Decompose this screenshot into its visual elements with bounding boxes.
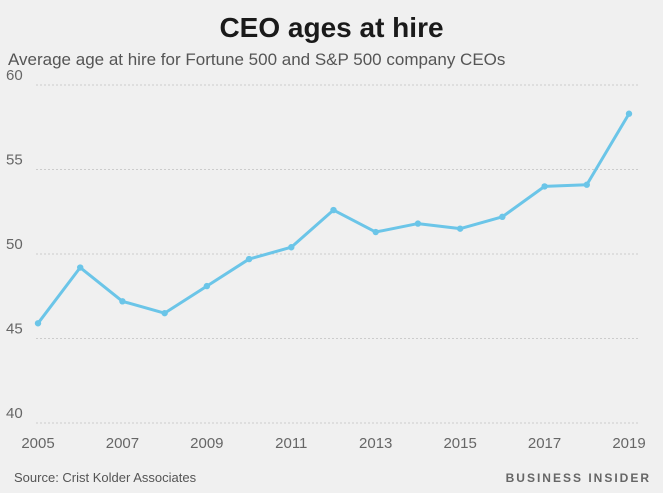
- x-tick-labels: 2005 2007 2009 2011 2013 2015 2017 2019: [21, 435, 645, 452]
- y-tick-label: 45: [6, 321, 23, 338]
- brand-logo: BUSINESS INSIDER: [505, 471, 651, 485]
- chart-subtitle: Average age at hire for Fortune 500 and …: [8, 50, 506, 69]
- data-point: [456, 225, 464, 232]
- data-point: [77, 264, 84, 271]
- data-point: [330, 206, 337, 214]
- series-layer: [34, 110, 633, 327]
- data-point: [245, 255, 253, 263]
- x-tick-label: 2007: [106, 435, 139, 452]
- x-tick-label: 2013: [359, 435, 392, 452]
- data-point: [203, 282, 211, 290]
- x-tick-label: 2005: [21, 435, 54, 452]
- x-tick-label: 2017: [528, 435, 561, 452]
- y-tick-labels: 40 45 50 55 60: [6, 67, 23, 422]
- data-point: [541, 183, 548, 190]
- x-tick-label: 2015: [443, 435, 476, 452]
- y-tick-label: 60: [6, 67, 23, 84]
- y-tick-label: 55: [6, 152, 23, 169]
- series-line: [36, 112, 631, 325]
- data-point: [583, 181, 590, 188]
- x-tick-label: 2009: [190, 435, 223, 452]
- data-point: [288, 244, 295, 251]
- data-point: [414, 220, 422, 227]
- x-tick-label: 2011: [275, 435, 307, 452]
- data-point: [372, 228, 379, 236]
- y-tick-label: 40: [6, 405, 23, 422]
- data-point: [34, 320, 42, 327]
- y-tick-label: 50: [6, 236, 23, 253]
- source-note: Source: Crist Kolder Associates: [14, 470, 197, 485]
- data-point: [119, 298, 126, 305]
- data-point: [161, 309, 168, 317]
- data-point: [625, 110, 633, 117]
- chart-title: CEO ages at hire: [219, 12, 444, 43]
- data-point: [499, 213, 506, 221]
- grid-lines: [36, 84, 640, 424]
- x-tick-label: 2019: [612, 435, 645, 452]
